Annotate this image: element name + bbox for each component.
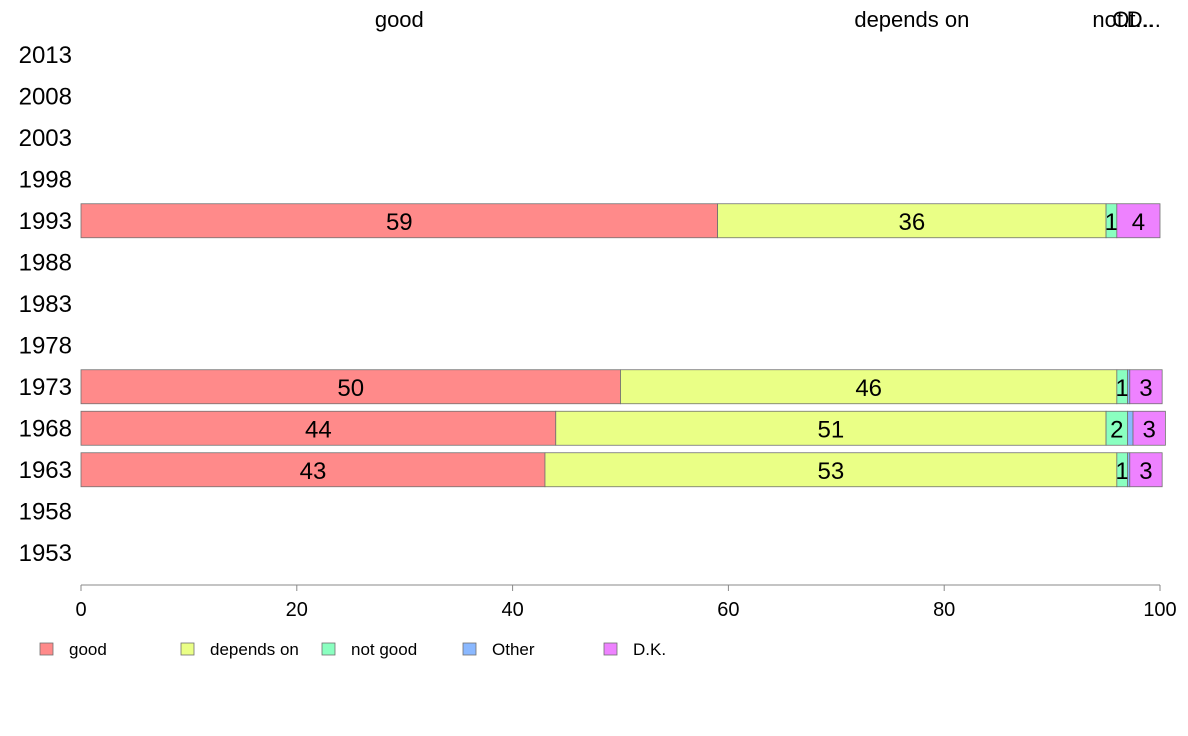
y-tick-label: 2003 xyxy=(19,125,72,152)
legend-swatch xyxy=(321,642,336,656)
bar-value-label: 1 xyxy=(1116,375,1129,402)
bar-segment xyxy=(1116,203,1161,239)
bar-value-label: 3 xyxy=(1139,458,1152,485)
x-tick-label: 40 xyxy=(501,599,523,621)
top-series-label: depends on xyxy=(854,7,969,32)
y-tick-label: 1963 xyxy=(19,457,72,484)
legend-swatch xyxy=(603,642,618,656)
x-tick-label: 100 xyxy=(1143,599,1176,621)
bar-segment xyxy=(544,452,1118,488)
bar-segment xyxy=(1129,369,1163,405)
legend-label: good xyxy=(69,640,107,659)
bar-segment xyxy=(1132,410,1166,446)
y-tick-label: 1978 xyxy=(19,332,72,359)
top-series-label: Ot... xyxy=(1112,7,1154,32)
y-tick-label: 1953 xyxy=(19,540,72,567)
bar-value-label: 2 xyxy=(1110,416,1123,443)
x-tick-label: 60 xyxy=(717,599,739,621)
bar-value-label: 53 xyxy=(818,458,845,485)
top-series-label: not... xyxy=(1092,7,1141,32)
top-series-label: good xyxy=(375,7,424,32)
top-series-label: D... xyxy=(1127,7,1161,32)
bar-value-label: 3 xyxy=(1143,416,1156,443)
bar-value-label: 51 xyxy=(818,416,845,443)
y-tick-label: 1973 xyxy=(19,374,72,401)
legend-label: D.K. xyxy=(633,640,666,659)
legend-label: Other xyxy=(492,640,535,659)
legend-swatch xyxy=(462,642,477,656)
bar-segment xyxy=(80,203,719,239)
bar-value-label: 1 xyxy=(1116,458,1129,485)
x-tick-label: 80 xyxy=(933,599,955,621)
bar-value-label: 3 xyxy=(1139,375,1152,402)
bar-value-label: 43 xyxy=(300,458,327,485)
legend-swatch xyxy=(39,642,54,656)
bar-segment xyxy=(1127,410,1134,446)
bar-value-label: 44 xyxy=(305,416,332,443)
y-tick-label: 1993 xyxy=(19,208,72,235)
bar-value-label: 59 xyxy=(386,209,413,236)
bar-value-label: 36 xyxy=(898,209,925,236)
y-tick-label: 1988 xyxy=(19,249,72,276)
y-tick-label: 2013 xyxy=(19,42,72,69)
legend-swatch xyxy=(180,642,195,656)
bar-segment xyxy=(80,410,557,446)
legend-label: not good xyxy=(351,640,417,659)
x-tick-label: 0 xyxy=(75,599,86,621)
bar-segment xyxy=(1129,452,1163,488)
y-tick-label: 1983 xyxy=(19,291,72,318)
bar-segment xyxy=(80,369,621,405)
y-tick-label: 2008 xyxy=(19,83,72,110)
bar-segment xyxy=(80,452,546,488)
x-tick-label: 20 xyxy=(286,599,308,621)
legend-label: depends on xyxy=(210,640,299,659)
y-tick-label: 1998 xyxy=(19,166,72,193)
y-tick-label: 1968 xyxy=(19,415,72,442)
bar-segment xyxy=(620,369,1118,405)
bar-value-label: 46 xyxy=(855,375,882,402)
bar-value-label: 50 xyxy=(337,375,364,402)
bar-value-label: 1 xyxy=(1105,209,1118,236)
bar-value-label: 4 xyxy=(1132,209,1145,236)
y-tick-label: 1958 xyxy=(19,498,72,525)
